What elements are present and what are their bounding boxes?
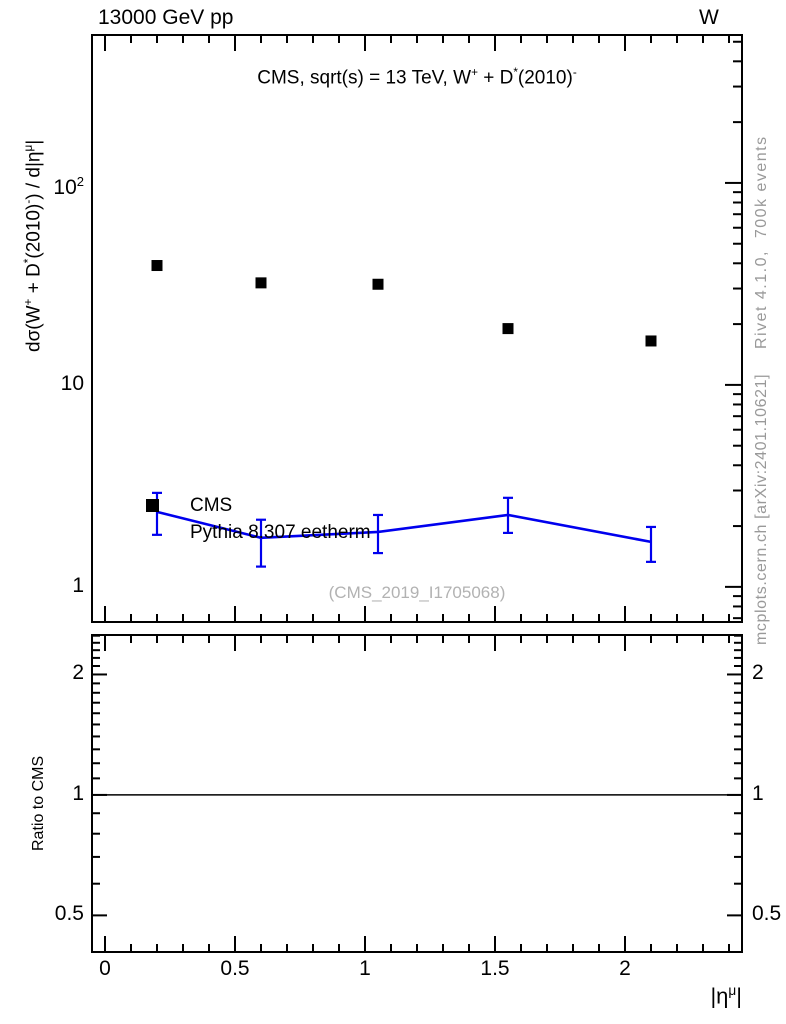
cms-data-point xyxy=(255,277,267,289)
y-axis-title-sup: + xyxy=(22,298,35,306)
plot-graphic xyxy=(93,0,101,430)
ratio-tick-label: 1 xyxy=(72,781,84,805)
x-tick-label: 0.5 xyxy=(220,957,250,980)
cms-square-marker-icon xyxy=(146,499,159,512)
cms-data-point xyxy=(502,323,514,335)
x-axis-title-text: |η xyxy=(710,983,729,1009)
plot-graphic xyxy=(93,0,101,606)
plot-title-text: + D xyxy=(477,67,514,89)
ratio-tick-label: 0.5 xyxy=(54,902,84,926)
plot-title-text: CMS, sqrt(s) = 13 TeV, W xyxy=(257,67,472,89)
ratio-tick-label: 1 xyxy=(752,781,764,805)
beam-energy-label: 13000 GeV pp xyxy=(98,6,234,29)
x-axis-title-text: | xyxy=(736,983,742,1009)
x-tick-label: 2 xyxy=(619,957,631,980)
cms-data-point xyxy=(151,260,163,272)
rivet-version-note: Rivet 4.1.0, 700k events xyxy=(753,135,770,349)
plot-title: CMS, sqrt(s) = 13 TeV, W+ + D*(2010)- xyxy=(92,66,742,89)
pythia-line-icon xyxy=(127,530,178,533)
plot-graphic xyxy=(93,0,101,214)
y-axis-title-sup: μ xyxy=(22,144,35,152)
plot-graphic xyxy=(93,0,101,244)
plot-graphic xyxy=(93,0,101,324)
legend-pythia-label: Pythia 8.307 eetherm xyxy=(190,522,371,543)
x-tick-label: 0 xyxy=(99,957,111,980)
plot-title-text: (2010) xyxy=(517,67,573,89)
plot-graphic xyxy=(93,0,101,263)
plot-graphic xyxy=(93,0,101,618)
plot-graphic xyxy=(93,0,109,385)
main-panel-frame xyxy=(91,34,743,623)
cms-data-point xyxy=(645,335,657,347)
y-axis-title-sup: * xyxy=(22,258,35,264)
y-tick-label: 102 xyxy=(53,173,84,199)
ratio-tick-label: 2 xyxy=(752,661,764,685)
ratio-tick-label: 0.5 xyxy=(752,902,782,926)
ratio-tick-label: 2 xyxy=(72,661,84,685)
y-axis-title-text: dσ(W xyxy=(23,305,45,352)
y-axis-title-text: | xyxy=(23,139,45,145)
plot-graphic xyxy=(93,0,101,596)
analysis-id-watermark: (CMS_2019_I1705068) xyxy=(328,583,506,602)
y-tick-label: 10 xyxy=(60,371,84,395)
plot-graphic xyxy=(93,0,101,404)
plot-title-sup: - xyxy=(572,66,577,79)
y-tick-label-sup: 2 xyxy=(76,173,84,189)
legend-cms-label: CMS xyxy=(190,495,233,516)
process-label: W xyxy=(699,6,719,29)
plot-graphic xyxy=(93,0,101,416)
x-tick-label: 1.5 xyxy=(480,957,510,980)
plot-graphic xyxy=(93,0,101,202)
plot-graphic xyxy=(93,0,101,394)
x-tick-label: 1 xyxy=(359,957,371,980)
x-axis-title-sup: μ xyxy=(728,983,737,998)
x-axis-title: |ημ| xyxy=(660,983,742,1009)
plot-title-sup: * xyxy=(513,66,518,79)
y-axis-title-text: (2010) xyxy=(23,203,45,259)
y-axis-title-sup: - xyxy=(22,199,35,204)
y-axis-title-text: + D xyxy=(23,263,45,299)
ratio-panel-frame xyxy=(91,634,743,953)
y-tick-label: 1 xyxy=(72,573,84,597)
plot-title-sup: + xyxy=(471,66,478,79)
cms-data-point xyxy=(372,278,384,290)
plot-graphic xyxy=(93,0,101,289)
mcplots-arxiv-note: mcplots.cern.ch [arXiv:2401.10621] xyxy=(753,373,770,645)
